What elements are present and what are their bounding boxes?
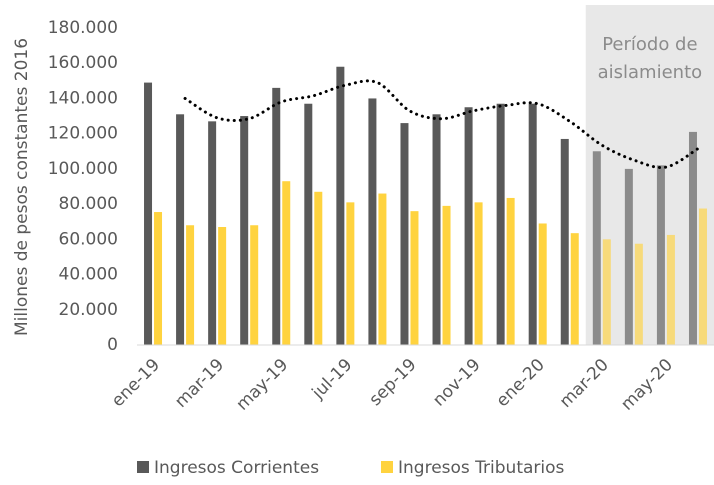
y-tick-label: 60.000: [59, 229, 118, 249]
bar: [218, 227, 227, 345]
bar: [144, 82, 153, 345]
bar: [272, 87, 281, 345]
x-tick-label: may-19: [233, 355, 293, 415]
bar: [336, 66, 345, 345]
bar: [474, 202, 483, 345]
bar: [378, 193, 387, 345]
y-tick-label: 80.000: [59, 194, 118, 214]
bar: [528, 103, 537, 345]
bar: [592, 151, 601, 345]
legend-label: Ingresos Tributarios: [398, 458, 565, 478]
bar: [602, 239, 611, 345]
y-tick-label: 160.000: [48, 53, 118, 73]
bar: [186, 225, 195, 345]
y-tick-label: 140.000: [48, 88, 118, 108]
bar: [176, 114, 185, 346]
legend-swatch: [137, 461, 149, 473]
bar: [314, 191, 323, 345]
bar: [432, 114, 441, 346]
bar: [442, 205, 451, 345]
bar: [282, 181, 291, 345]
bar: [410, 211, 419, 345]
x-tick-label: ene-20: [493, 355, 549, 411]
y-tick-label: 40.000: [59, 265, 118, 285]
bar: [666, 234, 675, 345]
x-tick-label: jul-19: [308, 355, 357, 404]
bar: [208, 121, 217, 345]
x-tick-label: ene-19: [108, 355, 164, 411]
legend-label: Ingresos Corrientes: [154, 458, 319, 478]
bar: [634, 243, 643, 345]
bar: [154, 212, 163, 345]
bar: [400, 123, 409, 345]
bar: [506, 197, 515, 345]
bar: [698, 208, 707, 345]
x-tick-label: sep-19: [365, 355, 420, 410]
x-tick-label: mar-19: [171, 355, 228, 412]
y-tick-label: 120.000: [48, 124, 118, 144]
legend-swatch: [381, 461, 393, 473]
y-tick-label: 100.000: [48, 159, 118, 179]
x-tick-label: mar-20: [556, 355, 613, 412]
bar: [346, 202, 355, 345]
bar: [656, 165, 665, 345]
x-tick-label: nov-19: [429, 355, 485, 411]
bar: [538, 223, 547, 345]
y-tick-label: 180.000: [48, 18, 118, 38]
bar: [250, 225, 259, 345]
bar: [624, 168, 633, 345]
trendline: [183, 79, 700, 170]
bar: [496, 103, 505, 345]
bar: [688, 131, 697, 345]
region-label: Período de: [602, 34, 697, 55]
bar: [570, 233, 579, 345]
y-tick-label: 0: [107, 335, 118, 355]
y-tick-label: 20.000: [59, 300, 118, 320]
y-axis-title: Millones de pesos constantes 2016: [12, 38, 32, 336]
region-label: aislamiento: [598, 62, 703, 83]
bar: [560, 138, 569, 345]
bar: [304, 103, 313, 345]
bar: [368, 98, 377, 345]
bar: [464, 107, 473, 345]
region-overlay: [585, 5, 714, 345]
x-tick-label: may-20: [617, 355, 677, 415]
bar: [240, 116, 249, 345]
